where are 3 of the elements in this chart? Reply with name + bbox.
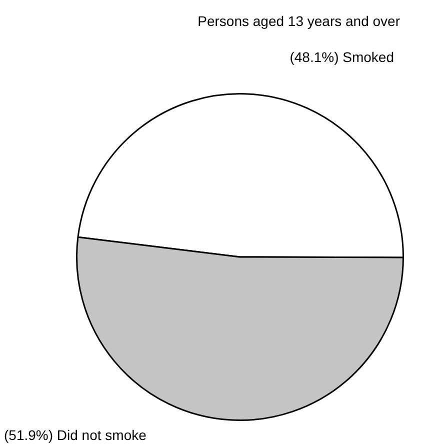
slice-label: (51.9%) Did not smoke [4,426,147,443]
chart-title: Persons aged 13 years and over [198,12,400,29]
slice-label: (48.1%) Smoked [290,48,394,65]
